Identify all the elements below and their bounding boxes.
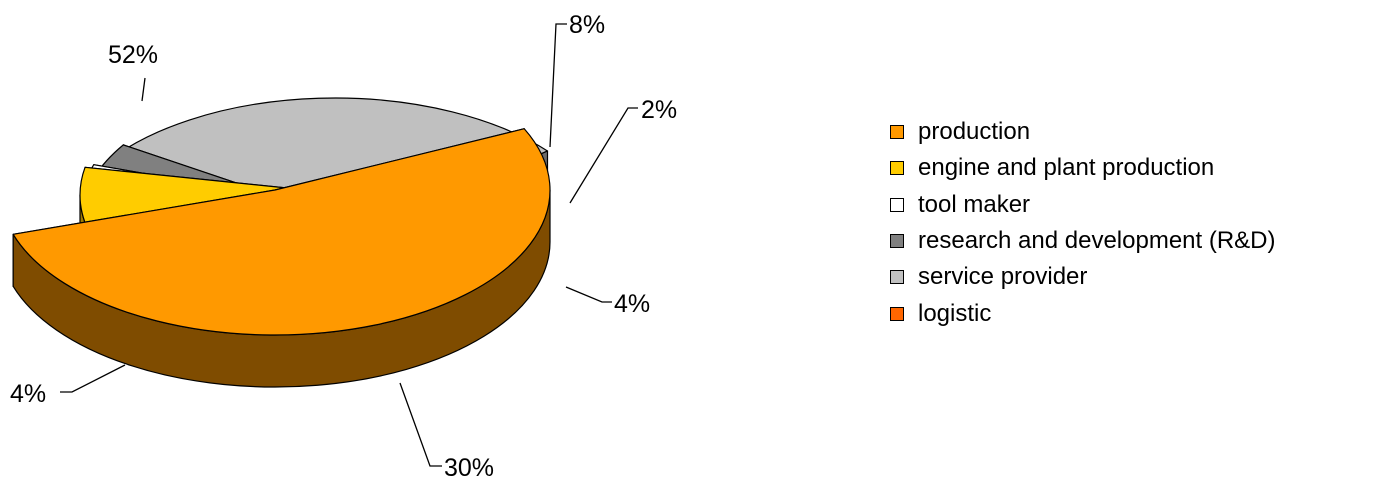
legend-swatch <box>890 306 904 321</box>
leader-line-logistic <box>60 364 126 393</box>
legend-item-logistic: logistic <box>890 295 1276 331</box>
data-label-service: 30% <box>444 454 494 481</box>
legend-swatch <box>890 161 904 176</box>
legend-swatch <box>890 197 904 212</box>
data-label-rnd: 4% <box>614 290 650 318</box>
leader-line-toolmaker <box>569 107 638 204</box>
leader-line-engine <box>549 23 567 148</box>
legend-label: logistic <box>918 299 992 327</box>
leader-line-production <box>141 77 146 102</box>
legend-swatch <box>890 270 904 285</box>
legend-label: service provider <box>918 263 1088 291</box>
data-label-logistic: 4% <box>10 380 46 408</box>
data-labels: 52% 8% 2% 4% 30% 4% <box>10 11 677 481</box>
pie-slices <box>12 97 551 388</box>
leader-line-rnd <box>565 286 612 303</box>
data-label-engine-plant: 8% <box>569 11 605 39</box>
slice-production <box>12 128 551 388</box>
legend-swatch <box>890 125 904 140</box>
legend-swatch <box>890 234 904 249</box>
data-label-production: 52% <box>108 41 158 69</box>
slice-production-top <box>12 128 551 336</box>
legend-label: production <box>918 118 1031 146</box>
legend-label: tool maker <box>918 190 1031 218</box>
legend-label: research and development (R&D) <box>918 227 1276 255</box>
legend-item-production: production <box>890 114 1276 150</box>
legend: production engine and plant production t… <box>890 114 1276 332</box>
leader-line-service <box>399 382 442 467</box>
legend-item-engine-plant-production: engine and plant production <box>890 150 1276 186</box>
legend-item-service-provider: service provider <box>890 259 1276 295</box>
legend-label: engine and plant production <box>918 154 1215 182</box>
legend-item-tool-maker: tool maker <box>890 187 1276 223</box>
leader-lines <box>60 23 638 467</box>
legend-item-research-development: research and development (R&D) <box>890 223 1276 259</box>
slice-service-provider-top <box>102 97 549 244</box>
data-label-tool-maker: 2% <box>641 96 677 124</box>
